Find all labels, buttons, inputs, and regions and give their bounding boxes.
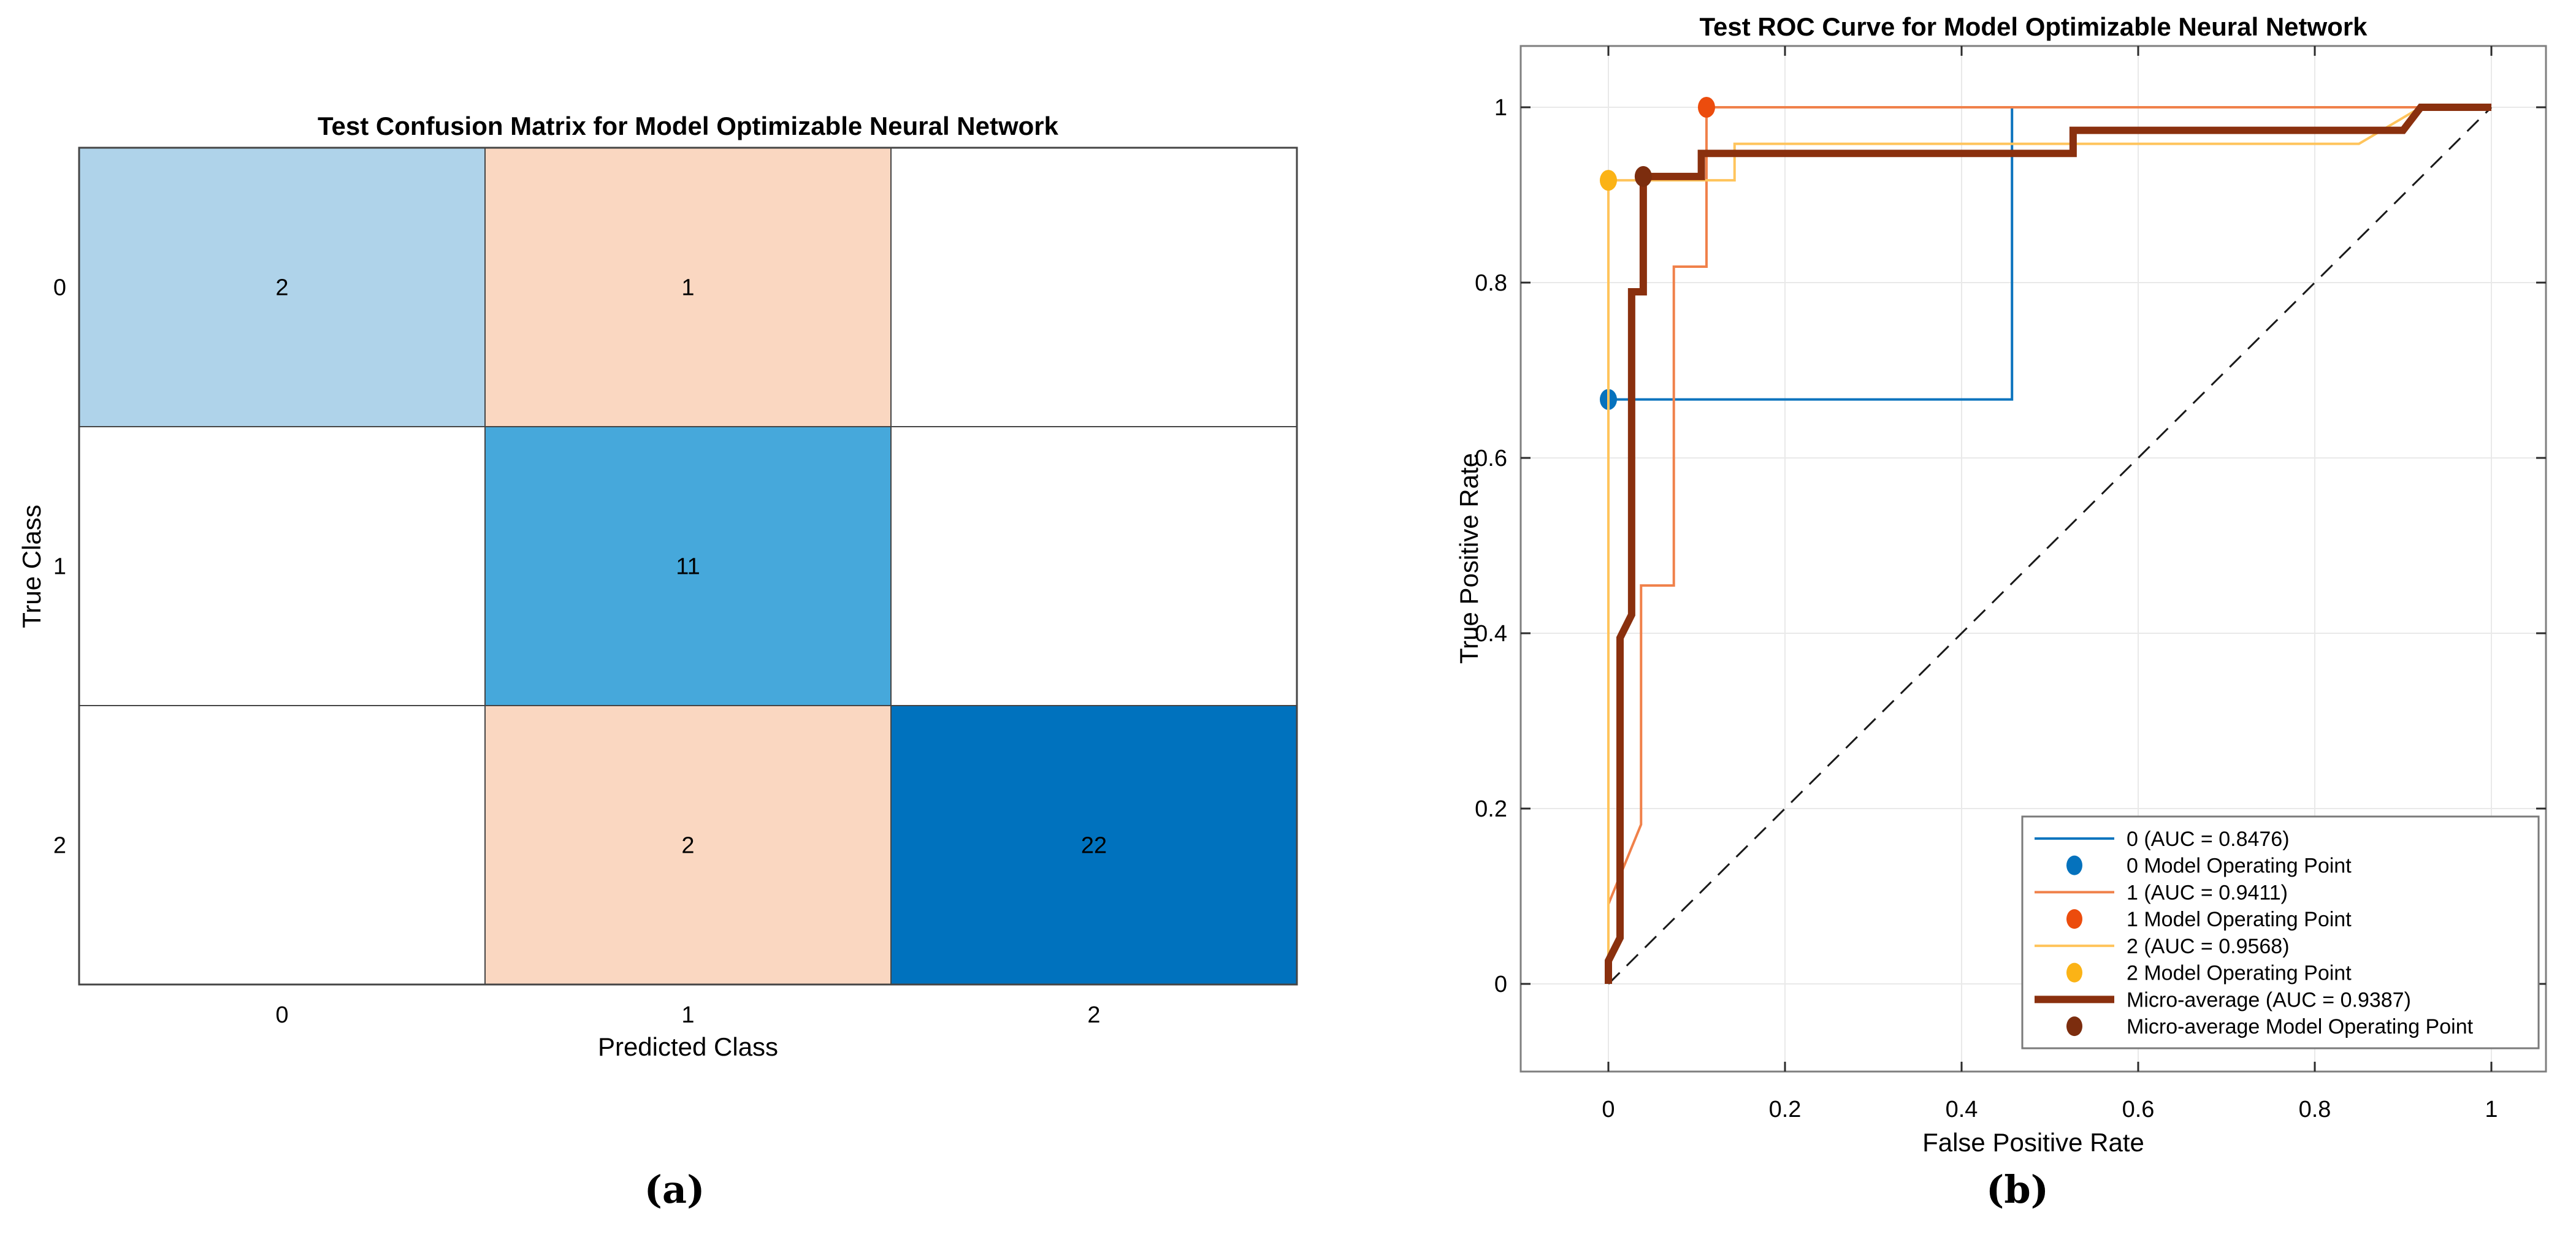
operating-point-marker [1697,97,1715,118]
confusion-cell [79,427,485,706]
caption-a: (a) [644,1167,705,1212]
legend-marker-swatch [2066,909,2082,929]
legend-entry-label: 2 (AUC = 0.9568) [2127,935,2290,958]
reference-diagonal [1607,106,2493,985]
roc-title: Test ROC Curve for Model Optimizable Neu… [1699,12,2368,41]
confusion-cell [485,706,891,985]
y-tick-label: 1 [53,554,66,580]
confusion-cell [891,148,1297,427]
legend: 0 (AUC = 0.8476) 0 Model Operating Point 1… [2021,815,2540,1049]
plot-border [78,147,1298,986]
legend-row: Micro-average (AUC = 0.9387) [2035,988,2411,1011]
legend-row: 2 Model Operating Point [2066,962,2352,985]
plot-border [1519,45,2547,1073]
confusion-cell-value: 2 [681,833,694,859]
confusion-cell [891,427,1297,706]
legend-entry-label: 0 (AUC = 0.8476) [2127,828,2290,851]
legend-entry-label: 2 Model Operating Point [2127,962,2352,985]
legend-entry-label: Micro-average (AUC = 0.9387) [2127,988,2411,1011]
legend-entry-label: Micro-average Model Operating Point [2127,1015,2474,1038]
confusion-cell-value: 2 [275,275,288,301]
caption-b: (b) [1986,1167,2049,1212]
x-tick-label: 1 [2485,1097,2498,1122]
confusion-cell [485,148,891,427]
confusion-cell-value: 22 [1081,833,1107,859]
legend-marker-swatch [2066,1016,2082,1037]
y-tick-label: 0.6 [1475,446,1507,471]
x-tick-label: 0.4 [1946,1097,1978,1122]
roc-ylabel: True Positive Rate [1454,453,1483,664]
confusion-cell [891,706,1297,985]
x-tick-label: 0.2 [1769,1097,1802,1122]
y-tick-label: 1 [1494,95,1507,121]
legend-row: 2 (AUC = 0.9568) [2035,935,2290,958]
y-tick-label: 0.4 [1475,621,1507,647]
y-tick-label: 0.2 [1475,796,1507,822]
confusion-cell [79,148,485,427]
confusion-matrix-ylabel: True Class [17,505,46,628]
operating-point-marker [1600,170,1617,191]
legend-entry-label: 0 Model Operating Point [2127,855,2352,878]
operating-point-marker [1634,166,1652,187]
confusion-matrix-title: Test Confusion Matrix for Model Optimiza… [318,112,1059,140]
legend-entry-label: 1 (AUC = 0.9411) [2127,881,2288,904]
legend-row: 1 Model Operating Point [2066,908,2352,931]
legend-row: Micro-average Model Operating Point [2066,1015,2474,1038]
roc-panel: 0 0.2 0.4 0.6 0.8 1 0 0.2 0.4 0.6 0.8 1 0 (AUC = 0.8… [1475,45,2547,1122]
legend-box [2021,815,2540,1049]
x-tick-label: 0 [1602,1097,1615,1122]
legend-row: 1 (AUC = 0.9411) [2035,881,2288,904]
y-tick-label: 0 [1494,972,1507,997]
confusion-cell [485,427,891,706]
x-tick-label: 2 [1087,1002,1100,1028]
y-tick-label: 0 [53,275,66,301]
legend-row: 0 Model Operating Point [2066,855,2352,878]
x-tick-label: 0 [275,1002,288,1028]
confusion-cell-value: 11 [676,554,700,580]
confusion-cell [79,706,485,985]
legend-row: 0 (AUC = 0.8476) [2035,828,2290,851]
legend-entry-label: 1 Model Operating Point [2127,908,2352,931]
confusion-cell-value: 1 [681,275,694,301]
legend-marker-swatch [2066,962,2082,983]
x-tick-label: 1 [681,1002,694,1028]
x-tick-label: 0.6 [2122,1097,2155,1122]
legend-marker-swatch [2066,855,2082,875]
y-tick-label: 2 [53,833,66,859]
confusion-matrix-xlabel: Predicted Class [598,1032,778,1061]
y-tick-label: 0.8 [1475,270,1507,296]
x-tick-label: 0.8 [2299,1097,2331,1122]
roc-xlabel: False Positive Rate [1922,1128,2144,1157]
